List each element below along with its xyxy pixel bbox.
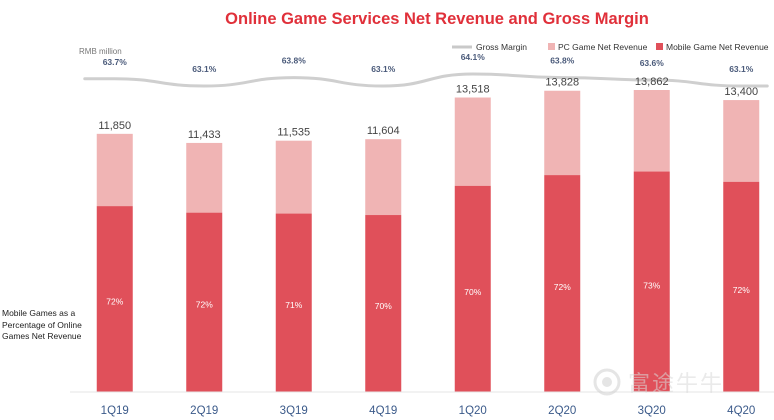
x-tick-2Q19: 2Q19 [190, 405, 218, 417]
total-label-3Q19: 11,535 [277, 127, 310, 139]
gross-margin-label-4Q19: 63.1% [371, 64, 396, 74]
x-tick-3Q20: 3Q20 [638, 405, 666, 417]
total-label-4Q19: 11,604 [367, 125, 400, 137]
gross-margin-label-1Q20: 64.1% [461, 52, 486, 62]
bar-mobile-3Q20 [633, 171, 670, 392]
watermark: 富途牛牛 [592, 366, 762, 398]
legend-swatch-mobile [656, 43, 663, 50]
mobile-share-label-3Q20: 73% [643, 280, 660, 290]
mobile-share-label-1Q20: 70% [464, 287, 481, 297]
gross-margin-label-1Q19: 63.7% [103, 57, 128, 67]
bar-pc-1Q19 [96, 133, 133, 207]
mobile-share-label-4Q19: 70% [375, 301, 392, 311]
total-label-2Q19: 11,433 [188, 129, 221, 141]
futu-logo-icon [593, 368, 621, 396]
mobile-share-label-2Q20: 72% [554, 282, 571, 292]
legend-swatch-pc [548, 43, 555, 50]
legend-label-pc: PC Game Net Revenue [558, 42, 648, 52]
x-tick-1Q20: 1Q20 [459, 405, 487, 417]
side-note: Mobile Games as a Percentage of Online G… [2, 308, 82, 341]
gross-margin-label-2Q19: 63.1% [192, 64, 217, 74]
gross-margin-label-3Q20: 63.6% [640, 58, 665, 68]
x-tick-4Q20: 4Q20 [727, 405, 755, 417]
bar-mobile-4Q20 [723, 181, 760, 392]
x-tick-1Q19: 1Q19 [101, 405, 129, 417]
mobile-share-label-2Q19: 72% [196, 300, 213, 310]
total-label-2Q20: 13,828 [545, 77, 579, 89]
mobile-share-label-4Q20: 72% [733, 285, 750, 295]
legend: Gross Margin PC Game Net Revenue Mobile … [452, 42, 769, 52]
bar-pc-3Q19 [275, 140, 312, 214]
bar-mobile-2Q20 [544, 175, 581, 392]
x-axis-labels: 1Q19 2Q19 3Q19 4Q19 1Q20 2Q20 3Q20 4Q20 [101, 405, 756, 417]
total-label-4Q20: 13,400 [724, 86, 758, 98]
bar-pc-1Q20 [454, 97, 491, 186]
bar-pc-4Q19 [365, 139, 402, 216]
bar-pc-4Q20 [723, 100, 760, 182]
bar-pc-2Q19 [186, 142, 223, 213]
unit-label: RMB million [79, 47, 122, 56]
gross-margin-labels: 63.7% 63.1% 63.8% 63.1% 64.1% 63.8% 63.6% 63.1% [103, 52, 754, 74]
bar-mobile-1Q20 [454, 185, 491, 392]
x-tick-2Q20: 2Q20 [548, 405, 576, 417]
gross-margin-label-3Q19: 63.8% [282, 56, 307, 66]
total-label-1Q20: 13,518 [456, 84, 490, 96]
x-tick-4Q19: 4Q19 [369, 405, 397, 417]
total-label-1Q19: 11,850 [98, 120, 131, 132]
mobile-share-label-1Q19: 72% [106, 297, 123, 307]
bar-mobile-4Q19 [365, 215, 402, 392]
gross-margin-label-2Q20: 63.8% [550, 56, 575, 66]
watermark-text: 富途牛牛 [628, 372, 725, 397]
bar-pc-3Q20 [633, 90, 670, 172]
x-tick-3Q19: 3Q19 [280, 405, 308, 417]
gross-margin-label-4Q20: 63.1% [729, 64, 754, 74]
chart-title: Online Game Services Net Revenue and Gro… [225, 10, 649, 28]
legend-label-gross-margin: Gross Margin [476, 42, 527, 52]
bar-mobile-1Q19 [96, 206, 133, 392]
bar-pc-2Q20 [544, 90, 581, 176]
total-label-3Q20: 13,862 [635, 76, 669, 88]
bar-mobile-2Q19 [186, 212, 223, 392]
mobile-share-label-3Q19: 71% [285, 300, 302, 310]
gross-margin-line [83, 72, 769, 88]
bar-mobile-3Q19 [275, 213, 312, 392]
legend-label-mobile: Mobile Game Net Revenue [666, 42, 769, 52]
bars: 11,850 72% 11,433 72% 11,535 71% 11,604 70% 13,5… [96, 76, 760, 392]
